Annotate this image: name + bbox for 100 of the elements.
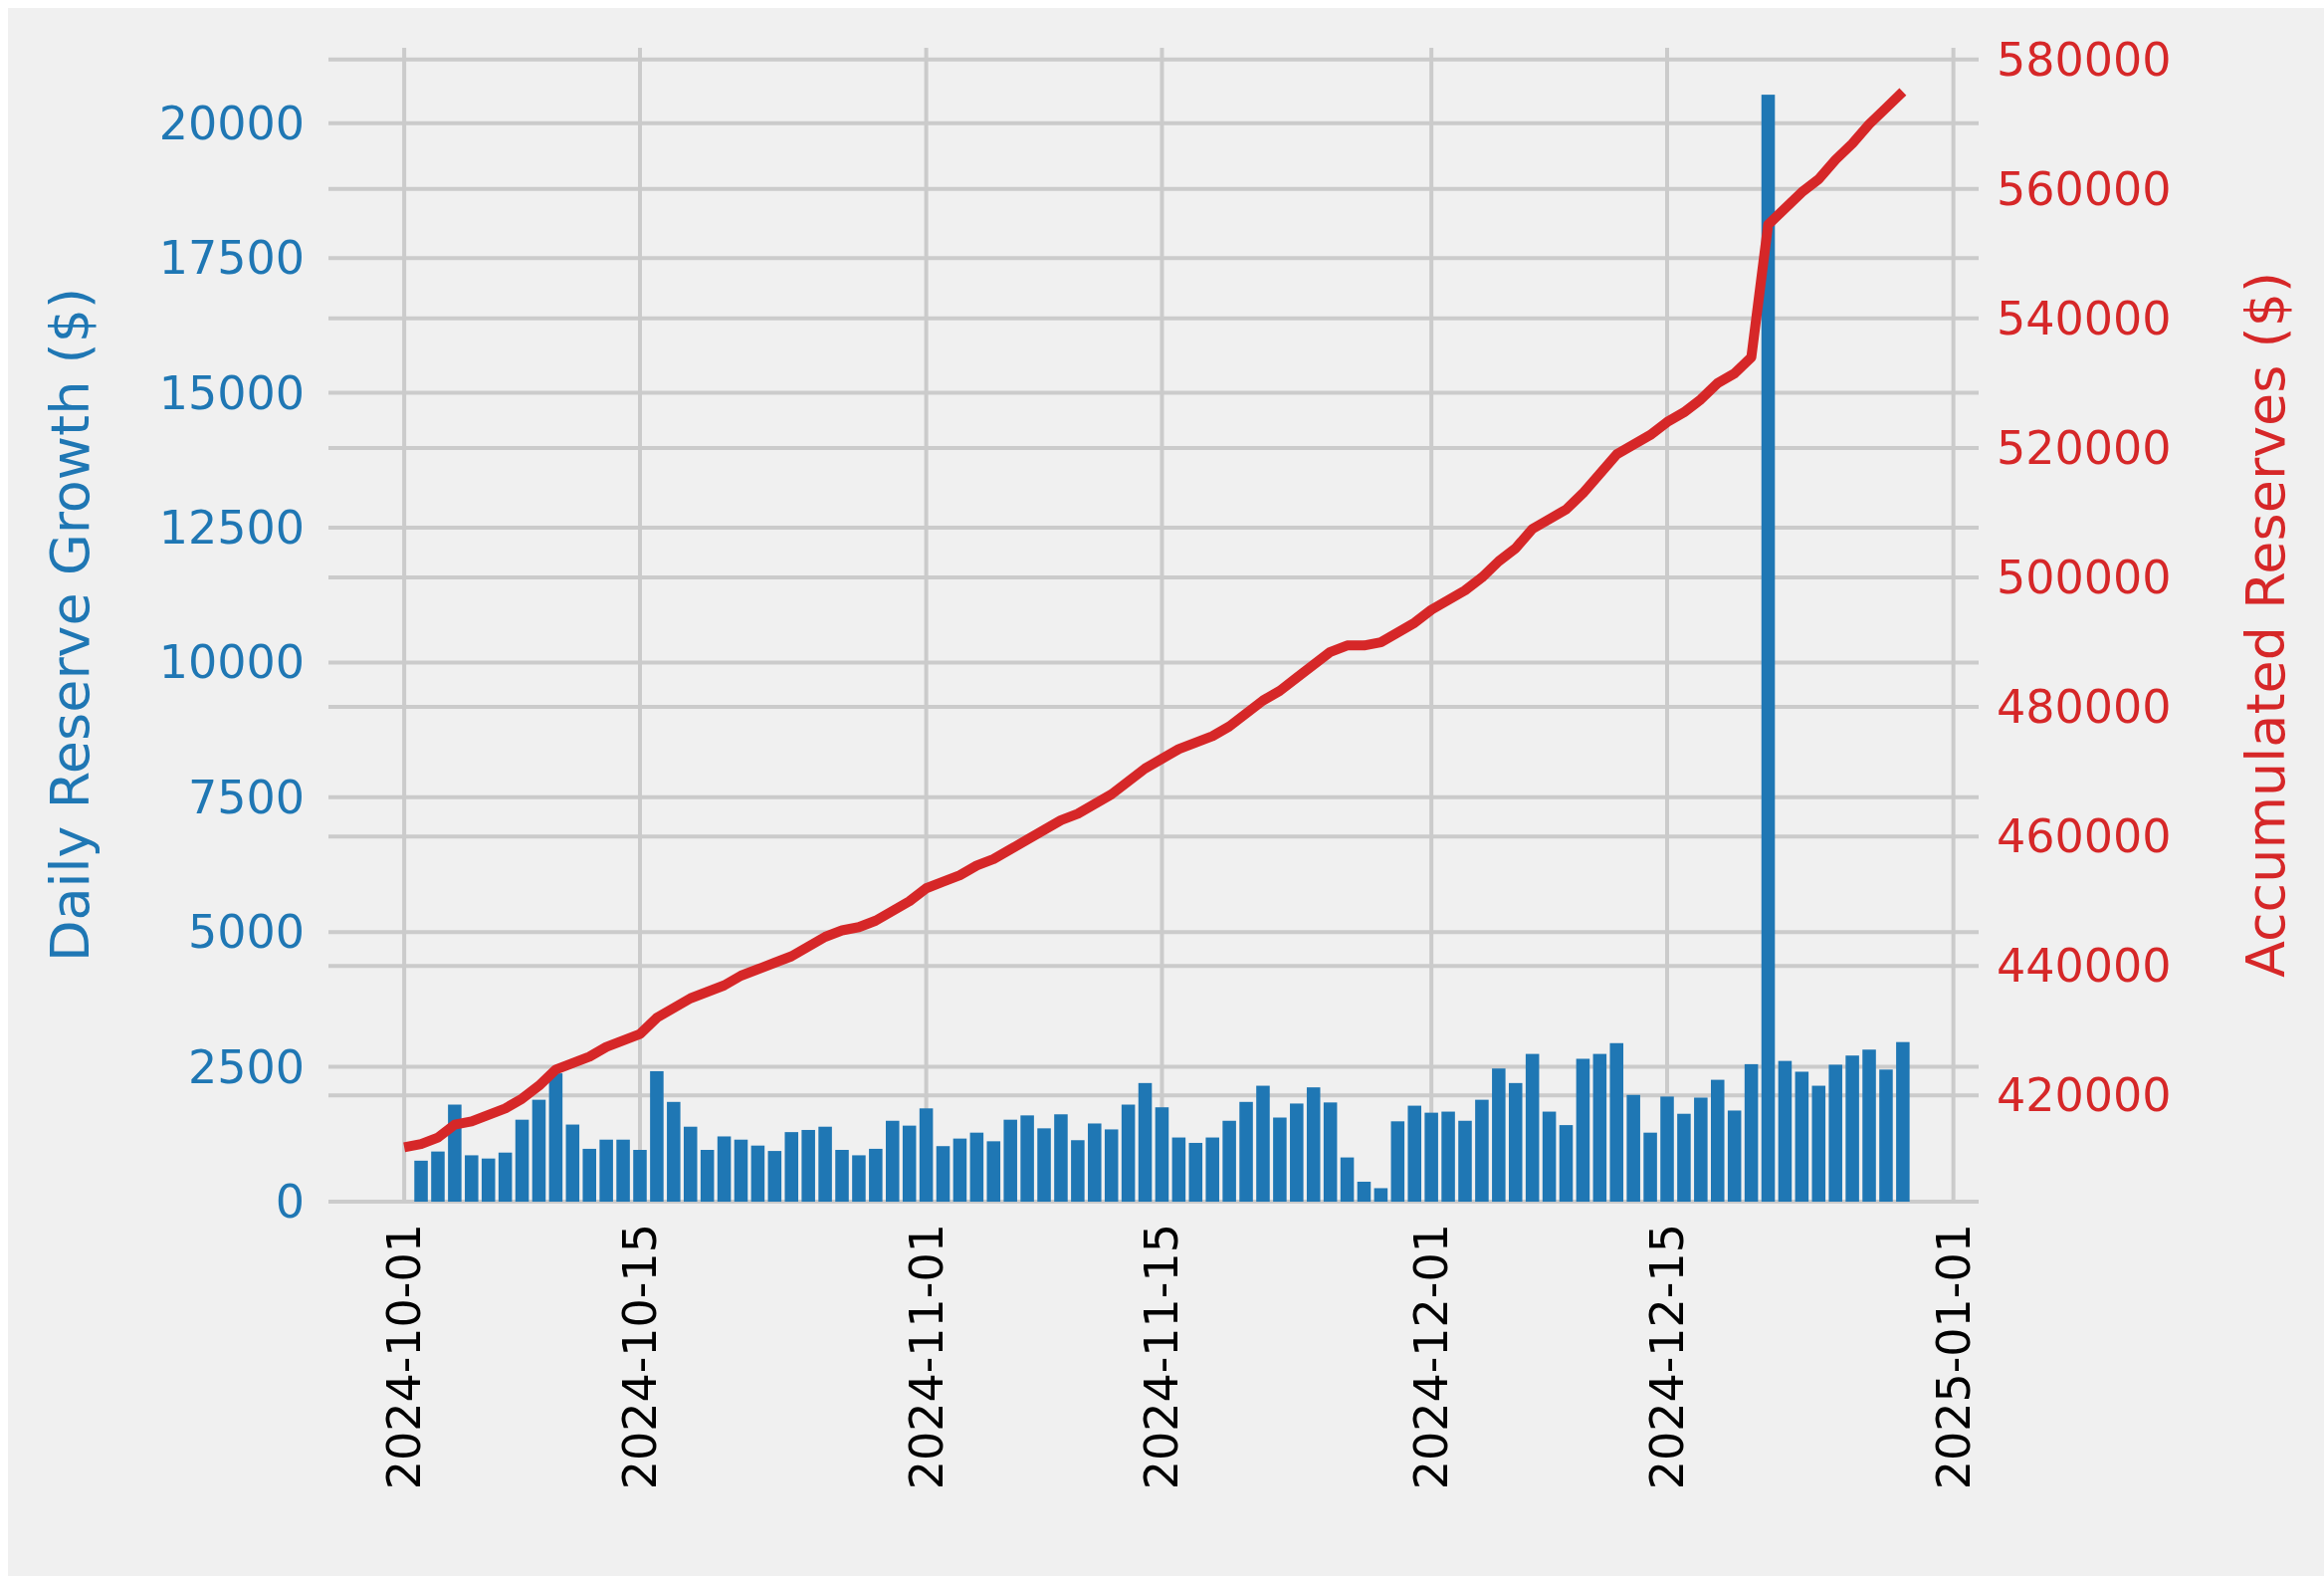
bar xyxy=(784,1132,799,1203)
x-tick-label: 2024-12-01 xyxy=(1404,1224,1459,1490)
bar xyxy=(852,1155,866,1202)
bar xyxy=(1088,1123,1102,1202)
bar xyxy=(1054,1114,1068,1202)
bar xyxy=(1727,1110,1742,1202)
bar xyxy=(1492,1068,1506,1202)
bar xyxy=(700,1150,715,1202)
x-tick-label: 2024-10-01 xyxy=(377,1224,432,1490)
bar xyxy=(750,1145,765,1202)
bar xyxy=(1660,1096,1674,1202)
y-tick-label: 20000 xyxy=(158,96,305,150)
bar xyxy=(548,1073,563,1202)
y-axis-title: Daily Reserve Growth ($) xyxy=(38,287,102,963)
bar xyxy=(1677,1113,1691,1202)
bar xyxy=(717,1136,732,1202)
bar xyxy=(1592,1053,1607,1202)
bar xyxy=(1390,1121,1405,1202)
bar xyxy=(565,1124,580,1202)
bar xyxy=(767,1151,782,1202)
bar xyxy=(734,1139,748,1202)
y-tick-label: 5000 xyxy=(187,905,305,960)
bar xyxy=(1508,1082,1523,1202)
bar xyxy=(1003,1119,1017,1202)
bar xyxy=(1306,1087,1321,1202)
bar xyxy=(650,1070,664,1202)
bar xyxy=(1340,1157,1355,1202)
y2-tick-label: 480000 xyxy=(1997,680,2172,735)
y2-tick-label: 520000 xyxy=(1997,420,2172,475)
bar xyxy=(869,1148,883,1202)
x-tick-label: 2024-11-15 xyxy=(1135,1224,1189,1490)
bar xyxy=(498,1152,513,1202)
y-tick-label: 0 xyxy=(275,1175,305,1229)
y-tick-label: 15000 xyxy=(158,365,305,420)
bar xyxy=(1862,1049,1876,1202)
bar xyxy=(1576,1058,1590,1202)
bar xyxy=(1407,1105,1421,1202)
bar xyxy=(1711,1079,1725,1202)
bar xyxy=(1458,1120,1472,1202)
bar xyxy=(952,1138,967,1202)
bar xyxy=(835,1150,849,1202)
bar xyxy=(616,1139,630,1202)
y-tick-label: 2500 xyxy=(187,1039,305,1094)
bar xyxy=(886,1120,900,1202)
bar xyxy=(1542,1111,1557,1202)
y-tick-label: 17500 xyxy=(158,231,305,286)
bar xyxy=(1643,1132,1657,1202)
bar xyxy=(1845,1055,1859,1202)
bar xyxy=(1525,1053,1540,1202)
bar xyxy=(1609,1042,1624,1202)
y2-tick-label: 440000 xyxy=(1997,939,2172,994)
x-tick-label: 2024-12-15 xyxy=(1640,1224,1695,1490)
bar xyxy=(1441,1111,1455,1202)
bar xyxy=(1273,1117,1287,1202)
bar xyxy=(1626,1094,1640,1202)
y2-axis-title: Accumulated Reserves ($) xyxy=(2233,271,2297,979)
bar xyxy=(1373,1188,1388,1202)
bar xyxy=(1205,1137,1219,1202)
bar xyxy=(1171,1137,1186,1202)
bar xyxy=(1155,1107,1169,1202)
bar xyxy=(531,1099,546,1202)
y2-tick-label: 500000 xyxy=(1997,551,2172,605)
bar xyxy=(599,1139,613,1202)
y2-tick-label: 560000 xyxy=(1997,161,2172,216)
bar xyxy=(1357,1181,1372,1202)
bar xyxy=(1761,95,1776,1202)
bar xyxy=(986,1141,1001,1202)
bar xyxy=(1121,1104,1136,1202)
bar xyxy=(465,1155,479,1202)
bar xyxy=(1290,1103,1304,1202)
bar xyxy=(633,1150,647,1202)
y2-tick-label: 420000 xyxy=(1997,1068,2172,1123)
x-tick-label: 2024-11-01 xyxy=(899,1224,953,1490)
bar xyxy=(414,1160,428,1202)
y2-tick-label: 460000 xyxy=(1997,809,2172,864)
bar xyxy=(1256,1085,1270,1202)
bar xyxy=(1239,1101,1253,1202)
bar xyxy=(1795,1071,1809,1202)
bar xyxy=(1323,1102,1338,1202)
bar xyxy=(902,1125,917,1202)
bar xyxy=(1896,1041,1910,1202)
bar xyxy=(1138,1082,1153,1202)
bar xyxy=(683,1126,698,1202)
bar xyxy=(1828,1064,1842,1202)
y2-tick-label: 580000 xyxy=(1997,32,2172,87)
bar xyxy=(1037,1128,1051,1202)
bar xyxy=(818,1126,832,1202)
bar xyxy=(1424,1112,1438,1202)
bar xyxy=(919,1108,934,1202)
y-tick-label: 7500 xyxy=(187,770,305,824)
bar xyxy=(1222,1120,1236,1202)
bar xyxy=(515,1119,529,1202)
bar xyxy=(1694,1097,1708,1202)
bar xyxy=(1475,1099,1489,1202)
bar xyxy=(1744,1063,1759,1202)
bar xyxy=(936,1146,951,1202)
bar xyxy=(801,1129,815,1202)
y-tick-label: 10000 xyxy=(158,635,305,690)
bar xyxy=(667,1101,681,1202)
bar xyxy=(1778,1060,1793,1203)
